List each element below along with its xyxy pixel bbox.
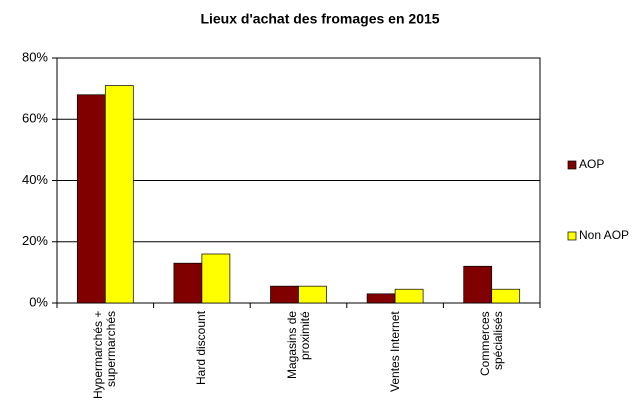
bar (394, 288, 424, 304)
legend-label: AOP (579, 157, 604, 171)
legend-swatch (567, 231, 577, 241)
x-tick-label: Commerces spécialisés (477, 311, 505, 376)
x-tick-label: Magasins de proximité (284, 311, 312, 380)
bar (463, 265, 493, 304)
x-tick-label: Hypermarchés + supermarchés (91, 311, 119, 400)
bar (366, 293, 396, 304)
bar (201, 253, 231, 304)
bar (298, 285, 327, 304)
y-tick-label: 0% (29, 294, 48, 309)
bar (76, 94, 106, 304)
legend-swatch (567, 160, 577, 170)
bar (173, 262, 203, 304)
x-tick-label: Ventes Internet (387, 311, 402, 392)
y-tick-label: 80% (22, 49, 48, 64)
y-tick-label: 40% (22, 172, 48, 187)
x-tick-label: Hard discount (194, 311, 209, 386)
bar (270, 285, 299, 304)
legend-label: Non AOP (579, 228, 629, 242)
bar (491, 288, 521, 304)
y-tick-label: 60% (22, 111, 48, 126)
y-tick-label: 20% (22, 233, 48, 248)
bar (104, 85, 134, 304)
chart-title: Lieux d'achat des fromages en 2015 (200, 11, 439, 27)
